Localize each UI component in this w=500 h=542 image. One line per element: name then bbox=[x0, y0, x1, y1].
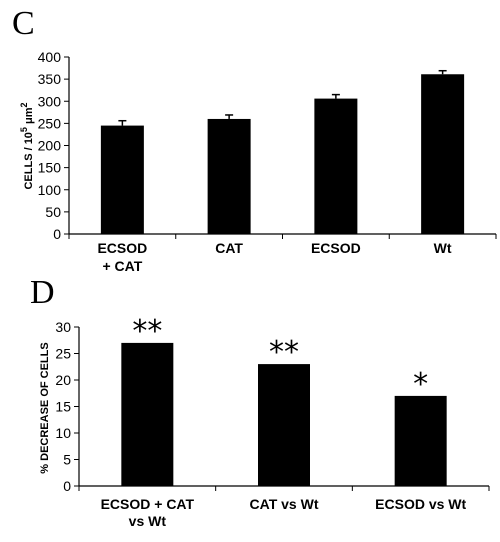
panel-d-bar bbox=[121, 342, 174, 486]
panel-c-ytick-label: 100 bbox=[38, 182, 62, 198]
panel-c-category-label: Wt bbox=[434, 240, 452, 256]
panel-c-bar bbox=[421, 74, 465, 234]
panel-d-significance-label: ** bbox=[269, 335, 299, 370]
panel-c-category-label: ECSOD bbox=[311, 240, 361, 256]
panel-d-category-label: ECSOD vs Wt bbox=[375, 496, 466, 512]
panel-d-bar bbox=[258, 364, 310, 486]
panel-c-plot: 0 50 100 150 200 250 300 350 400 ECSOD + CAT CAT ECS… bbox=[38, 49, 497, 274]
panel-c-ytick-label: 150 bbox=[38, 160, 62, 176]
panel-c-ylabel-prefix: CELLS / 10 bbox=[23, 132, 35, 189]
panel-c-ytick-label: 0 bbox=[53, 226, 61, 242]
panel-d-ytick-label: 10 bbox=[55, 425, 71, 441]
panel-c-ytick-label: 400 bbox=[38, 49, 62, 65]
panel-c-category-label: + CAT bbox=[102, 258, 142, 274]
panel-c-ytick-label: 200 bbox=[38, 138, 62, 154]
panel-d-ytick-label: 5 bbox=[63, 452, 71, 468]
panel-d-ytick-label: 25 bbox=[55, 346, 71, 362]
panel-d-ytick-label: 0 bbox=[63, 478, 71, 494]
panel-d-ylabel: % DECREASE OF CELLS bbox=[39, 342, 51, 473]
panel-d-bar bbox=[394, 395, 447, 486]
panel-d-category-label: vs Wt bbox=[129, 513, 167, 529]
panel-c-ylabel-mid: μm bbox=[23, 107, 35, 127]
panel-c: C CELLS / 105 μm2 0 50 100 150 200 250 300 350 4… bbox=[12, 5, 497, 274]
panel-c-ylabel-sup2: 2 bbox=[19, 102, 29, 107]
panel-c-category-label: CAT bbox=[215, 240, 243, 256]
panel-c-label: C bbox=[12, 5, 35, 42]
panel-c-bar bbox=[314, 98, 358, 234]
panel-d: D % DECREASE OF CELLS 0 5 10 15 20 25 30 ** ECSO… bbox=[30, 274, 490, 529]
panel-d-label: D bbox=[30, 274, 55, 311]
panel-c-ytick-label: 300 bbox=[38, 93, 62, 109]
panel-d-ytick-label: 20 bbox=[55, 372, 71, 388]
panel-d-category-label: CAT vs Wt bbox=[250, 496, 319, 512]
panel-c-ylabel: CELLS / 105 μm2 bbox=[19, 102, 35, 189]
panel-d-category-label: ECSOD + CAT bbox=[101, 496, 195, 512]
panel-d-ytick-label: 15 bbox=[55, 399, 71, 415]
panel-c-category-label: ECSOD bbox=[97, 240, 147, 256]
panel-c-ylabel-sup1: 5 bbox=[19, 127, 29, 132]
panel-c-ytick-label: 250 bbox=[38, 115, 62, 131]
panel-d-ytick-label: 30 bbox=[55, 319, 71, 335]
panel-c-ytick-label: 50 bbox=[45, 204, 61, 220]
panel-c-ytick-label: 350 bbox=[38, 71, 62, 87]
panel-d-significance-label: ** bbox=[132, 314, 162, 349]
panel-c-bar bbox=[100, 125, 144, 234]
panel-d-significance-label: * bbox=[413, 367, 428, 402]
panel-c-bar bbox=[207, 118, 251, 234]
